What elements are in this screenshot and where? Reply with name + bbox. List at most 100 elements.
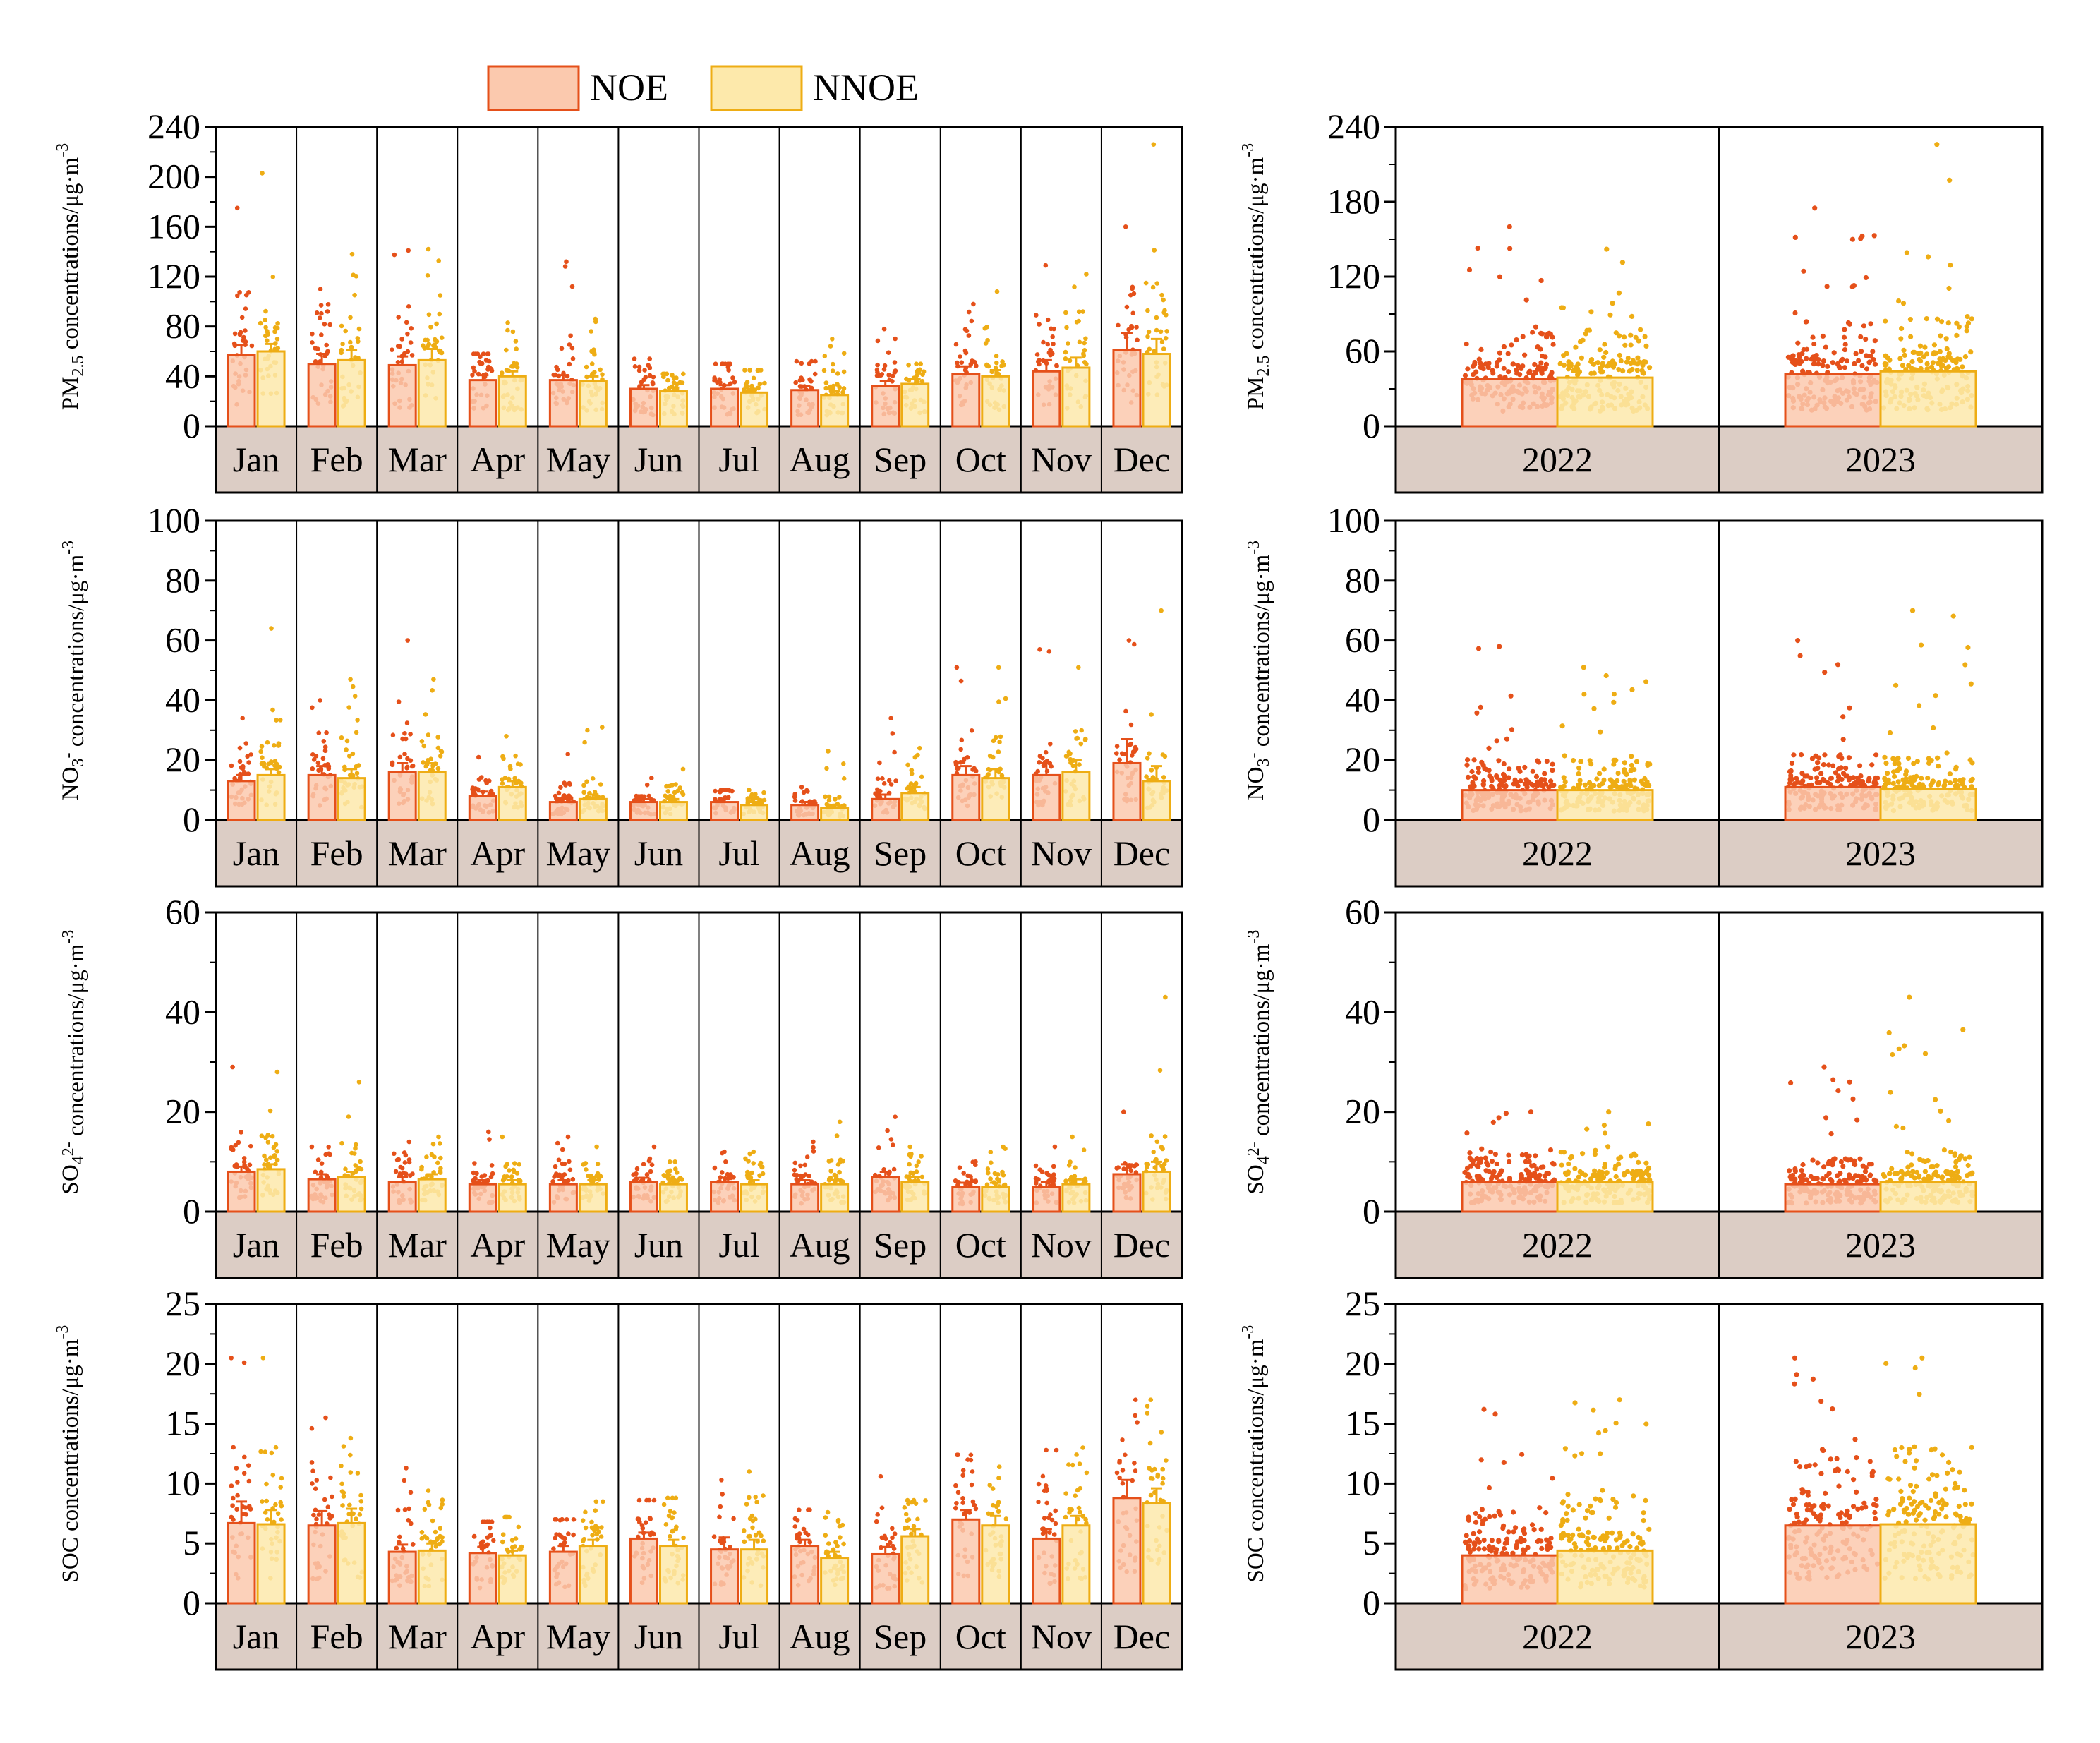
panel-3-point: [1935, 782, 1941, 788]
panel-5-point: [1467, 1155, 1473, 1161]
panel-4-point: [988, 1150, 994, 1154]
panel-2-point: [1073, 729, 1078, 734]
panel-4-point: [500, 1134, 505, 1140]
panel-0-point: [240, 338, 246, 343]
panel-2-point: [567, 793, 572, 798]
panel-0-point: [551, 372, 556, 378]
panel-4-category-label: Jul: [718, 1225, 759, 1265]
panel-0-point: [598, 367, 603, 373]
panel-4-bar-noe: [1112, 1173, 1142, 1213]
panel-2-point: [1149, 768, 1154, 773]
panel-3-point: [1885, 771, 1890, 776]
panel-1-point: [1883, 318, 1888, 324]
panel-3-point: [1542, 771, 1547, 776]
panel-3-point: [1627, 777, 1633, 783]
panel-1-point: [1515, 363, 1521, 368]
panel-1-point: [1497, 274, 1503, 279]
panel-4-point: [792, 1167, 797, 1173]
panel-2-point: [320, 756, 326, 761]
panel-4-point: [792, 1160, 798, 1166]
panel-0-point: [592, 351, 597, 357]
panel-2-point: [826, 794, 832, 800]
panel-0-point: [481, 351, 486, 356]
panel-1-tick-label: 60: [1345, 331, 1380, 370]
panel-0-point: [892, 370, 898, 375]
panel-2-point: [649, 776, 654, 780]
panel-0-point: [1129, 324, 1134, 329]
panel-0-point: [954, 360, 960, 366]
panel-3-point: [1890, 756, 1896, 761]
panel-0-point: [432, 342, 437, 347]
panel-2-category-label: May: [546, 833, 611, 873]
panel-1-point: [1863, 275, 1869, 281]
panel-2-point: [965, 755, 970, 760]
panel-6-point: [248, 1507, 253, 1512]
panel-1-point: [1619, 260, 1625, 265]
panel-1-point: [1872, 361, 1878, 367]
panel-1-point: [1924, 361, 1930, 366]
panel-2-category-label: Apr: [470, 833, 525, 873]
panel-4-point: [663, 1173, 668, 1178]
panel-1-point: [1478, 346, 1484, 352]
panel-4: Jan Feb Mar Apr May Jun Jul Aug Sep Oct Nov Dec0204…: [58, 892, 1183, 1279]
panel-4-bar-nnoe: [417, 1178, 447, 1213]
panel-0-point: [402, 351, 407, 356]
panel-3-point: [1882, 754, 1888, 760]
panel-0-point: [249, 343, 255, 349]
panel-1-point: [1859, 363, 1865, 368]
panel-3-point: [1930, 778, 1936, 784]
panel-3-point: [1622, 760, 1627, 766]
panel-1-point: [1625, 356, 1631, 361]
panel-2-point: [1147, 751, 1152, 756]
panel-3-point: [1812, 766, 1818, 772]
panel-0: Jan Feb Mar Apr May Jun Jul Aug Sep Oct Nov Dec0408…: [54, 107, 1183, 494]
panel-1-point: [1533, 324, 1538, 330]
panel-5-point: [1941, 1147, 1947, 1153]
panel-5-tick-label: 60: [1345, 892, 1380, 931]
panel-2-point: [428, 756, 433, 761]
panel-4-category-label: Dec: [1114, 1225, 1171, 1265]
panel-2-point: [258, 749, 264, 754]
panel-2-point: [824, 802, 830, 807]
panel-5-point: [1842, 1156, 1848, 1162]
panel-0-point: [1084, 361, 1089, 367]
panel-0-point: [555, 367, 560, 373]
panel-0-point: [665, 378, 670, 383]
panel-5-ylabel-part: SO: [1243, 1164, 1269, 1194]
panel-0-point: [823, 380, 829, 385]
panel-2-point: [641, 794, 647, 800]
panel-1-point: [1629, 366, 1635, 373]
panel-0-point: [1054, 363, 1059, 368]
panel-3-point: [1629, 687, 1635, 693]
panel-4-point: [746, 1159, 751, 1164]
panel-0-point: [272, 329, 277, 334]
panel-0-point: [500, 370, 505, 375]
panel-0-point: [835, 371, 840, 376]
panel-1-point: [1465, 366, 1471, 372]
panel-5-point: [1534, 1166, 1540, 1172]
panel-2-point: [958, 678, 964, 684]
panel-1-point: [1497, 357, 1502, 363]
panel-0-category-label: Jul: [718, 440, 759, 479]
panel-5-point: [1478, 1156, 1484, 1162]
panel-2-bar-nnoe: [820, 807, 850, 821]
panel-4-point: [673, 1166, 678, 1171]
panel-0-point: [664, 371, 670, 377]
panel-3-point: [1815, 760, 1821, 766]
panel-2-point: [504, 734, 509, 739]
panel-2-bar-noe: [548, 801, 578, 821]
panel-3-ylabel-part: -: [1245, 753, 1263, 759]
panel-6-point: [241, 1471, 247, 1476]
panel-5-point: [1905, 1150, 1910, 1155]
panel-2-point: [246, 771, 251, 776]
panel-4-point: [828, 1169, 833, 1174]
panel-2-ylabel-part: -: [59, 753, 78, 759]
panel-3-point: [1936, 764, 1941, 769]
panel-1-point: [1560, 305, 1566, 310]
panel-2-tick-label: 20: [165, 740, 200, 779]
panel-5-point: [1898, 1169, 1904, 1174]
panel-5-point: [1922, 1051, 1929, 1056]
panel-2-point: [991, 738, 996, 744]
panel-4-point: [565, 1134, 571, 1140]
panel-1-point: [1501, 344, 1507, 349]
